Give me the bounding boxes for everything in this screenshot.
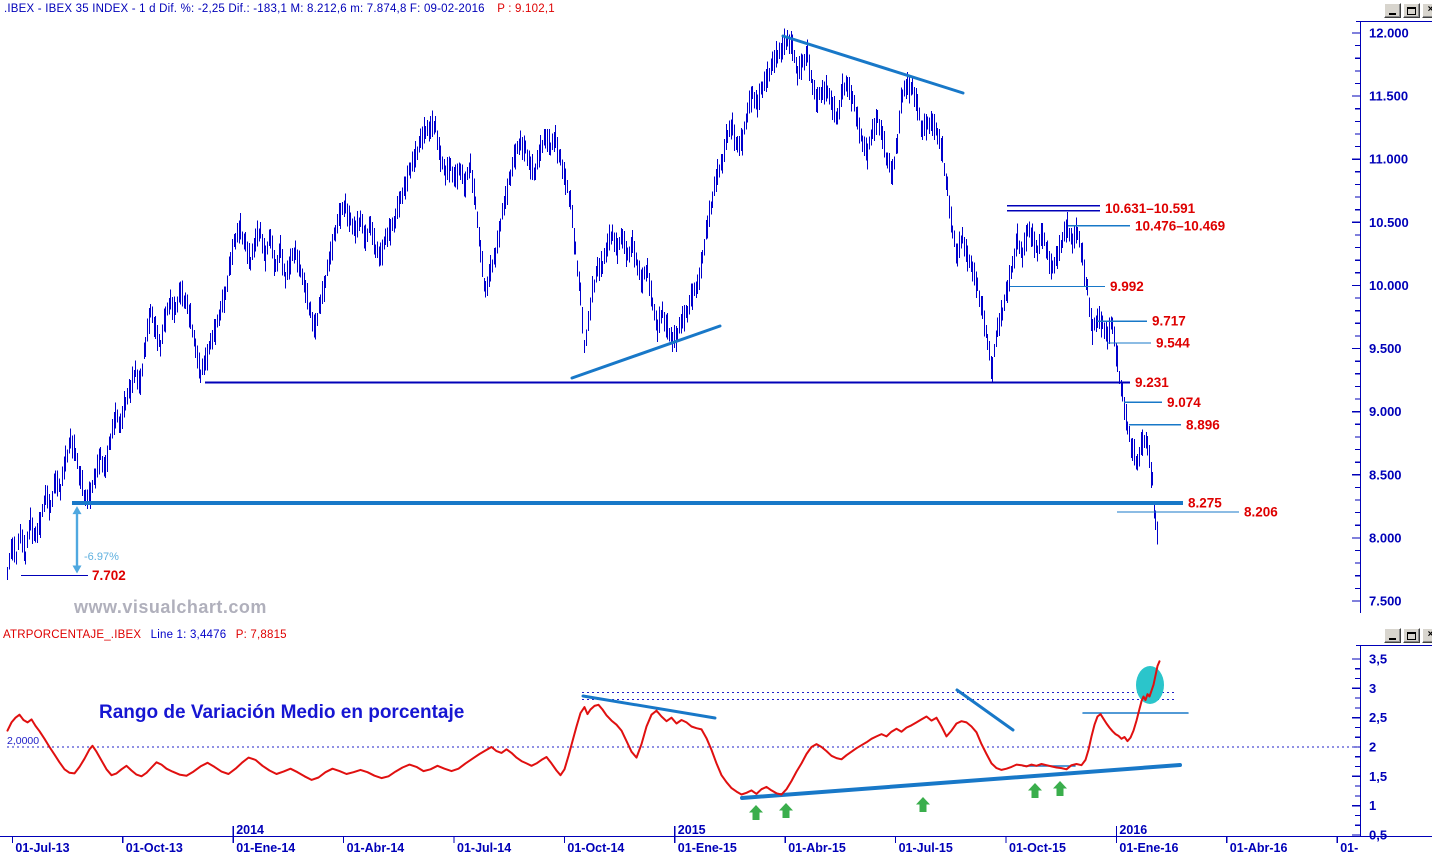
maximize-icon [1407,6,1416,15]
close-icon: × [1427,3,1432,15]
atr-y-tick-label: 3 [1369,681,1376,696]
minimize-icon [1389,638,1396,640]
atr-y-tick-label: 1,5 [1369,769,1387,784]
average-level-label: 2,0000 [7,735,40,747]
maximize-button[interactable] [1403,628,1420,643]
minimize-button[interactable] [1384,628,1401,643]
atr-line [6,660,1161,796]
up-arrow-icon [779,803,793,818]
price-level-label: 9.992 [1110,279,1144,294]
price-panel-window-controls: × [1384,3,1432,18]
atr-panel-title: ATRPORCENTAJE_.IBEX Line 1: 3,4476 P: 7,… [3,629,287,641]
price-level-label: 9.717 [1152,314,1186,329]
price-level-label: 10.631–10.591 [1105,201,1196,216]
price-y-tick-label: 11.500 [1369,89,1408,104]
price-level-label: 9.544 [1156,336,1190,351]
up-arrow-icon [749,805,763,820]
price-level-label: 7.702 [92,568,126,583]
maximize-button[interactable] [1403,3,1420,18]
price-trendline [781,34,965,95]
percent-change-label: -6.97% [84,551,119,563]
price-panel-title: .IBEX - IBEX 35 INDEX - 1 d Dif. %: -2,2… [4,3,555,15]
x-tick-label: 01-Ene-14 [236,841,295,855]
price-level-label: 9.231 [1135,375,1169,390]
year-label: 2015 [678,823,706,837]
percent-arrow-head-down [72,565,82,574]
atr-y-tick-label: 3,5 [1369,652,1387,667]
price-y-tick-label: 8.500 [1369,467,1402,482]
price-y-tick-label: 10.000 [1369,278,1409,293]
price-y-tick-label: 9.000 [1369,404,1402,419]
x-tick-label: 01-Abr-15 [788,841,846,855]
atr-y-tick-label: 2,5 [1369,710,1387,725]
highlight-ellipse [1136,666,1164,704]
close-button[interactable]: × [1422,628,1432,643]
x-tick-label: 01-Oct-15 [1009,841,1066,855]
price-bars [7,28,1158,581]
price-y-tick-label: 9.500 [1369,341,1402,356]
up-arrow-icon [916,797,930,812]
year-label: 2016 [1119,823,1147,837]
x-tick-label: 01-Abr-16 [1230,841,1288,855]
watermark: www.visualchart.com [74,597,267,617]
atr-trendline [581,694,717,720]
up-arrow-icon [1028,783,1042,798]
price-level-label: 8.275 [1188,496,1222,511]
minimize-icon [1389,13,1396,15]
x-tick-label: 01-Jul-13 [15,841,69,855]
x-tick-label: 01-Oct-14 [567,841,624,855]
atr-y-tick-label: 0,5 [1369,828,1387,843]
atr-y-tick-label: 2 [1369,740,1376,755]
x-tick-label: 01-Abr-14 [347,841,405,855]
price-panel-last-price: P : 9.102,1 [497,3,555,15]
atr-line-value: Line 1: 3,4476 [150,629,227,641]
x-tick-label: 01- [1340,841,1358,855]
x-tick-label: 01-Oct-13 [126,841,183,855]
x-tick-label: 01-Jul-15 [899,841,953,855]
atr-indicator-name: ATRPORCENTAJE_.IBEX [3,629,142,641]
price-y-tick-label: 7.500 [1369,594,1402,609]
price-level-label: 8.896 [1186,417,1220,432]
atr-trendline [740,763,1182,800]
price-y-tick-label: 8.000 [1369,530,1402,545]
up-arrow-icon [1053,781,1067,796]
x-tick-label: 01-Ene-15 [678,841,737,855]
maximize-icon [1407,631,1416,640]
percent-arrow-head-up [72,506,82,515]
atr-price-value: P: 7,8815 [235,629,287,641]
minimize-button[interactable] [1384,3,1401,18]
atr-trendline [955,688,1015,732]
price-y-tick-label: 12.000 [1369,26,1409,41]
price-level-label: 9.074 [1167,395,1201,410]
x-tick-label: 01-Ene-16 [1119,841,1178,855]
atr-y-tick-label: 1 [1369,798,1376,813]
atr-panel-window-controls: × [1384,628,1432,643]
x-tick-label: 01-Jul-14 [457,841,511,855]
price-y-tick-label: 11.000 [1369,152,1408,167]
price-level-label: 10.476–10.469 [1135,218,1225,233]
close-button[interactable]: × [1422,3,1432,18]
price-trendline [570,324,722,380]
close-icon: × [1427,628,1432,640]
price-y-tick-label: 10.500 [1369,215,1409,230]
price-panel-title-text: .IBEX - IBEX 35 INDEX - 1 d Dif. %: -2,2… [4,3,485,15]
atr-chart-heading: Rango de Variación Medio en porcentaje [99,702,465,723]
percent-arrow [72,506,82,574]
year-label: 2014 [236,823,264,837]
price-level-label: 8.206 [1244,504,1278,519]
